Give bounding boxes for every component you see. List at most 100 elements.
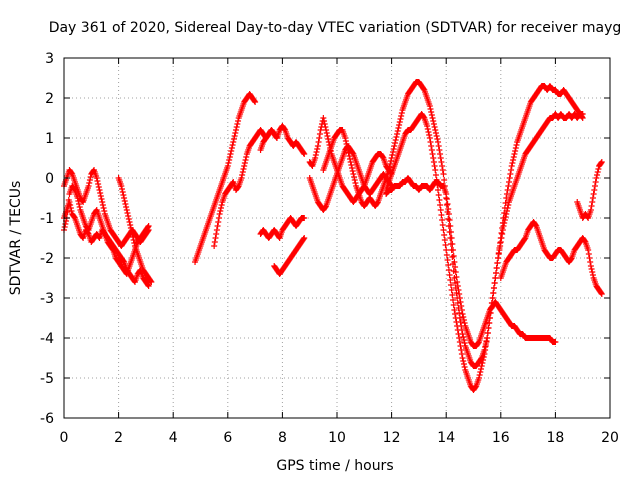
data-point xyxy=(217,208,224,214)
data-point xyxy=(593,175,600,181)
data-point xyxy=(448,235,455,241)
data-point xyxy=(441,232,448,238)
data-point xyxy=(68,208,75,214)
data-point xyxy=(426,103,433,109)
data-point xyxy=(93,175,100,181)
data-point xyxy=(127,222,134,228)
data-point xyxy=(97,193,104,199)
data-point xyxy=(443,252,450,258)
data-point xyxy=(352,180,359,186)
data-point xyxy=(431,163,438,169)
y-tick-label: -4 xyxy=(40,331,54,347)
data-point xyxy=(313,149,320,155)
data-point xyxy=(456,310,463,316)
data-point xyxy=(432,167,439,173)
data-point xyxy=(513,142,520,148)
data-point xyxy=(475,375,482,381)
y-tick-label: -5 xyxy=(40,371,54,387)
data-point xyxy=(99,199,106,205)
data-point xyxy=(100,205,107,211)
data-point xyxy=(435,143,442,149)
data-point xyxy=(460,314,467,320)
data-point xyxy=(212,235,219,241)
y-tick-label: -6 xyxy=(40,411,54,427)
data-point xyxy=(448,287,455,293)
data-point xyxy=(438,212,445,218)
data-point xyxy=(349,165,356,171)
data-point xyxy=(379,154,386,160)
data-point xyxy=(342,138,349,144)
series-arc-5 xyxy=(192,91,259,265)
data-point xyxy=(440,171,447,177)
data-point xyxy=(452,311,459,317)
data-point xyxy=(420,86,427,92)
data-point xyxy=(426,135,433,141)
x-tick-label: 0 xyxy=(60,430,69,446)
data-point xyxy=(323,127,330,133)
data-point xyxy=(396,122,403,128)
data-point xyxy=(443,202,450,208)
data-point xyxy=(65,197,72,203)
data-point xyxy=(589,199,596,205)
data-point xyxy=(301,151,308,157)
data-point xyxy=(211,243,218,249)
data-point xyxy=(454,279,461,285)
data-point xyxy=(346,156,353,162)
data-point xyxy=(322,124,329,130)
data-point xyxy=(213,227,220,233)
data-point xyxy=(454,283,461,289)
y-tick-label: -3 xyxy=(40,291,54,307)
data-point xyxy=(76,201,83,207)
data-point xyxy=(125,213,132,219)
x-tick-label: 6 xyxy=(223,430,232,446)
data-point xyxy=(587,207,594,213)
data-point xyxy=(504,205,511,211)
data-point xyxy=(508,167,515,173)
data-point xyxy=(428,147,435,153)
data-point xyxy=(447,282,454,288)
data-point xyxy=(301,235,308,241)
x-tick-label: 8 xyxy=(278,430,287,446)
data-point xyxy=(453,319,460,325)
x-tick-label: 14 xyxy=(437,430,455,446)
data-point xyxy=(232,130,239,136)
data-point xyxy=(460,334,467,340)
data-point xyxy=(484,335,491,341)
data-point xyxy=(439,217,446,223)
data-point xyxy=(301,215,308,221)
data-point xyxy=(450,253,457,259)
data-point xyxy=(585,247,592,253)
data-point xyxy=(505,183,512,189)
data-point xyxy=(315,139,322,145)
data-point xyxy=(145,227,152,233)
data-point xyxy=(312,152,319,158)
data-point xyxy=(243,154,250,160)
data-point xyxy=(394,128,401,134)
data-point xyxy=(242,157,249,163)
data-point xyxy=(122,201,129,207)
data-point xyxy=(475,340,482,346)
data-point xyxy=(62,221,69,227)
data-point xyxy=(96,187,103,193)
data-point xyxy=(425,129,432,135)
data-point xyxy=(128,228,135,234)
data-layer xyxy=(61,79,605,393)
data-point xyxy=(433,133,440,139)
data-point xyxy=(118,183,125,189)
data-point xyxy=(446,217,453,223)
data-point xyxy=(452,315,459,321)
data-point xyxy=(510,157,517,163)
data-point xyxy=(587,263,594,269)
data-point xyxy=(439,222,446,228)
data-point xyxy=(588,203,595,209)
data-point xyxy=(392,140,399,146)
data-point xyxy=(477,369,484,375)
data-point xyxy=(460,317,467,323)
data-point xyxy=(148,279,155,285)
data-point xyxy=(348,162,355,168)
data-point xyxy=(443,247,450,253)
data-point xyxy=(590,191,597,197)
data-point xyxy=(439,167,446,173)
data-point xyxy=(281,126,288,132)
